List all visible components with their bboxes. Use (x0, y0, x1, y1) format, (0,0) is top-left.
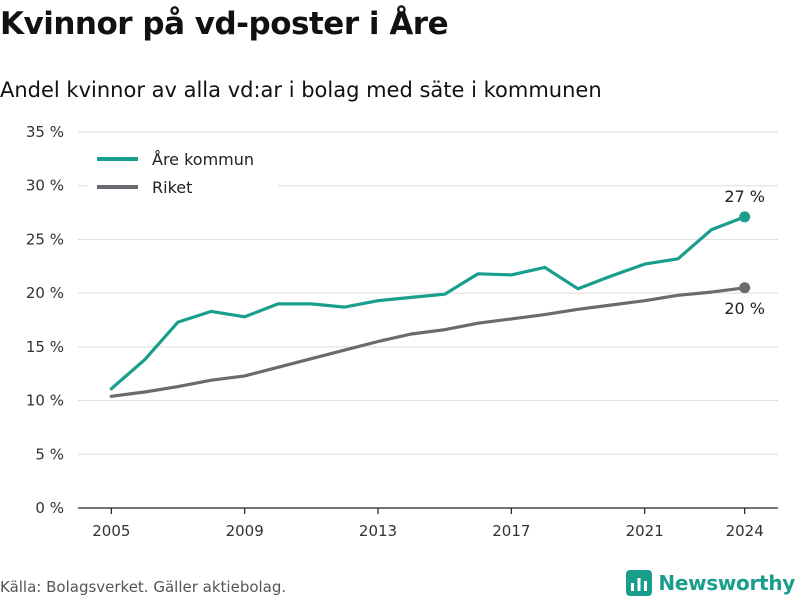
series: 27 % 20 % (109, 187, 765, 398)
x-tick-label: 2021 (626, 522, 664, 540)
bar-chart-logo-icon (626, 570, 653, 596)
y-tick-label: 15 % (26, 338, 64, 356)
y-tick-label: 25 % (26, 230, 64, 248)
y-tick-label: 20 % (26, 284, 64, 302)
y-tick-label: 0 % (35, 499, 64, 517)
series-end-point (739, 211, 751, 223)
legend: Åre kommun Riket (88, 146, 278, 204)
y-tick-label: 30 % (26, 177, 64, 195)
legend-label: Åre kommun (152, 150, 254, 169)
series-line-riket (109, 286, 747, 398)
legend-label: Riket (152, 178, 192, 197)
chart-subtitle: Andel kvinnor av alla vd:ar i bolag med … (0, 78, 602, 102)
legend-background (88, 146, 278, 204)
x-tick-label: 2017 (492, 522, 530, 540)
y-tick-label: 5 % (35, 445, 64, 463)
newsworthy-brand: Newsworthy (626, 570, 795, 596)
chart-title: Kvinnor på vd-poster i Åre (0, 6, 449, 42)
series-end-point (739, 282, 751, 294)
axes: 0 % 5 % 10 % 15 % 20 % 25 % 30 % 35 % 2005 2009 20… (26, 123, 778, 540)
end-value-label: 20 % (724, 299, 765, 318)
x-tick-label: 2024 (726, 522, 764, 540)
source-note: Källa: Bolagsverket. Gäller aktiebolag. (0, 578, 287, 596)
end-value-label: 27 % (724, 187, 765, 206)
x-tick-label: 2005 (92, 522, 130, 540)
series-line-are-kommun (109, 215, 747, 391)
x-tick-label: 2009 (226, 522, 264, 540)
x-tick-label: 2013 (359, 522, 397, 540)
brand-name: Newsworthy (658, 571, 795, 595)
y-tick-label: 10 % (26, 392, 64, 410)
y-tick-label: 35 % (26, 123, 64, 141)
